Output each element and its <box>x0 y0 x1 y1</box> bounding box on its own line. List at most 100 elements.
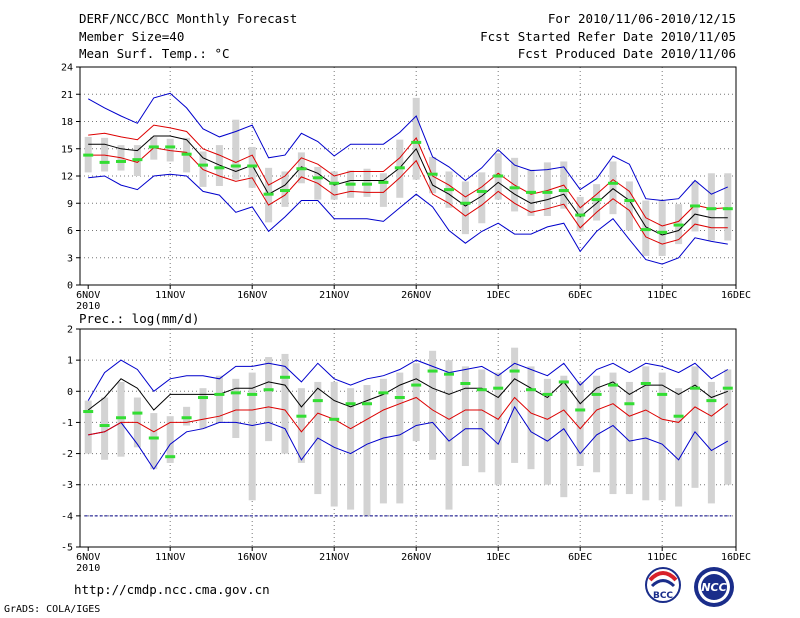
spread-box <box>117 381 125 457</box>
x-year-label: 2010 <box>76 563 100 574</box>
median-marker <box>542 190 553 194</box>
median-marker <box>722 207 733 211</box>
median-marker <box>99 160 110 164</box>
median-marker <box>411 383 422 387</box>
forecast-produced-date: Fcst Produced Date 2010/11/06 <box>517 46 736 61</box>
median-marker <box>624 199 635 203</box>
spread-box <box>166 416 174 463</box>
spread-box <box>724 369 732 485</box>
median-marker <box>706 399 717 403</box>
forecast-start-date: Fcst Started Refer Date 2010/11/05 <box>480 29 736 44</box>
median-marker <box>558 189 569 193</box>
median-marker <box>444 372 454 376</box>
median-marker <box>476 189 487 193</box>
y-tick-label: 9 <box>67 199 73 210</box>
spread-box <box>593 184 601 221</box>
median-marker <box>312 399 323 403</box>
x-tick-label: 1DEC <box>486 552 510 563</box>
median-marker <box>247 164 258 168</box>
x-tick-label: 11DEC <box>647 552 677 563</box>
median-marker <box>444 188 454 192</box>
median-marker <box>722 386 733 390</box>
x-tick-label: 16DEC <box>721 290 751 301</box>
spread-box <box>84 400 92 454</box>
median-marker <box>280 189 290 193</box>
spread-box <box>478 369 486 473</box>
bcc-logo-text: BCC <box>653 591 673 601</box>
median-marker <box>345 182 356 186</box>
median-marker <box>230 164 241 168</box>
y-tick-label: 0 <box>67 387 73 398</box>
ncc-logo: NCC <box>694 567 734 607</box>
median-marker <box>411 140 422 144</box>
median-marker <box>263 192 274 196</box>
spread-box <box>396 372 404 504</box>
spread-box <box>642 366 650 501</box>
y-tick-label: 1 <box>67 356 73 367</box>
median-marker <box>640 228 651 232</box>
median-marker <box>230 391 241 395</box>
chart-title: DERF/NCC/BCC Monthly Forecast <box>79 11 298 26</box>
x-tick-label: 26NOV <box>401 290 431 301</box>
spread-box <box>707 381 715 504</box>
spread-box <box>543 378 551 485</box>
spread-box <box>675 388 683 507</box>
y-tick-label: 18 <box>61 117 73 128</box>
spread-box <box>461 181 469 235</box>
median-marker <box>263 388 274 392</box>
median-marker <box>132 158 143 162</box>
x-tick-label: 21NOV <box>319 290 349 301</box>
spread-box <box>379 173 387 207</box>
median-marker <box>148 145 159 149</box>
spread-box <box>412 363 420 442</box>
variable-label: Mean Surf. Temp.: °C <box>79 46 230 61</box>
x-tick-label: 16NOV <box>237 552 267 563</box>
median-marker <box>280 375 290 379</box>
spread-box <box>478 172 486 224</box>
median-marker <box>394 166 405 170</box>
median-marker <box>329 417 340 421</box>
spread-box <box>363 385 371 516</box>
median-marker <box>493 174 504 178</box>
median-marker <box>214 392 225 396</box>
website-url[interactable]: http://cmdp.ncc.cma.gov.cn <box>74 582 270 597</box>
median-marker <box>460 201 471 205</box>
median-marker <box>214 166 225 170</box>
lower-outer-line <box>88 173 728 265</box>
lower-inner-line <box>88 147 728 245</box>
x-tick-label: 1DEC <box>486 290 510 301</box>
median-marker <box>526 388 536 392</box>
median-marker <box>509 186 520 190</box>
spread-box <box>543 162 551 216</box>
median-marker <box>99 424 110 428</box>
median-marker <box>427 369 438 373</box>
spread-box <box>199 388 207 429</box>
x-tick-label: 11DEC <box>647 290 677 301</box>
median-marker <box>558 380 569 384</box>
bcc-logo: BCC <box>645 567 681 603</box>
spread-box <box>527 366 535 470</box>
median-marker <box>526 190 536 194</box>
spread-box <box>609 372 617 495</box>
median-marker <box>673 223 684 227</box>
median-marker <box>83 153 94 157</box>
spread-box <box>101 397 109 460</box>
median-marker <box>116 416 126 420</box>
prec-panel-label: Prec.: log(mm/d) <box>79 311 200 326</box>
y-tick-label: 2 <box>67 325 73 336</box>
median-marker <box>624 402 635 406</box>
median-marker <box>640 382 651 385</box>
median-marker <box>165 145 176 149</box>
spread-box <box>297 388 305 463</box>
median-marker <box>542 392 553 396</box>
median-marker <box>148 436 159 440</box>
spread-box <box>560 375 568 498</box>
spread-box <box>724 173 732 241</box>
median-marker <box>378 391 389 395</box>
x-tick-label: 11NOV <box>155 290 185 301</box>
y-tick-label: 24 <box>61 63 73 74</box>
median-marker <box>116 159 126 163</box>
median-marker <box>657 230 668 234</box>
median-marker <box>329 181 340 185</box>
spread-box <box>658 200 666 256</box>
